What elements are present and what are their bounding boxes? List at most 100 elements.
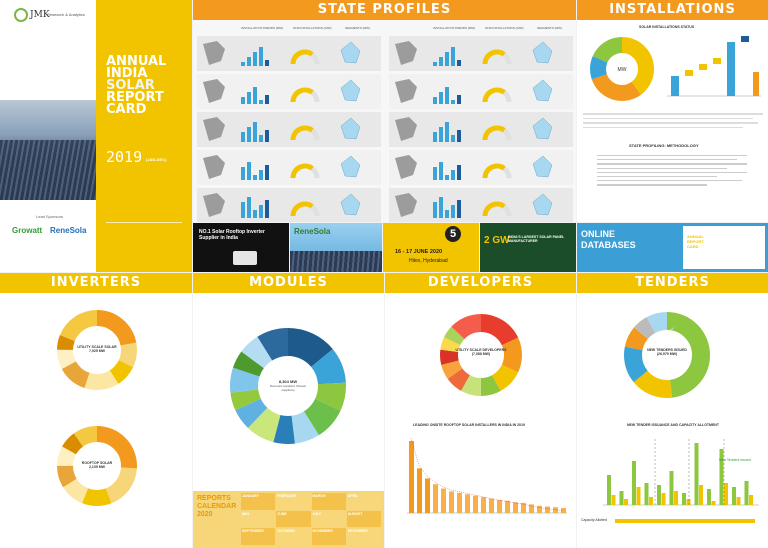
cover-year: 2019	[106, 148, 143, 166]
state-gauge-fill	[482, 201, 506, 217]
calendar-title: REPORTS CALENDAR 2020	[197, 495, 237, 518]
panel-ad-capacity: 2 GW	[484, 235, 510, 246]
dev-bar	[457, 492, 462, 513]
expo-number: 5	[445, 226, 461, 242]
state-gauge-fill	[482, 87, 506, 103]
state-trend-bar	[247, 57, 251, 66]
state-trend-bar	[445, 210, 449, 218]
state-trend-bar	[247, 92, 251, 104]
dev-bar	[537, 505, 542, 513]
title-line-2: INDIA	[106, 66, 148, 81]
methodology-body	[597, 152, 747, 189]
state-map-icon	[395, 193, 417, 217]
installations-chart-title: SOLAR INSTALLATIONS STATUS	[639, 25, 695, 29]
state-trend-bar	[445, 87, 449, 104]
state-gauge-fill	[482, 125, 506, 141]
modules-center-value: 8,304 MW	[278, 379, 298, 384]
inverters-utility-donut	[57, 310, 137, 390]
tenders-center-value: (26,979 MW)	[656, 352, 678, 356]
calendar-grid: JANUARY FEBRUARY MARCH APRIL MAY JUNE JULY AUGU…	[241, 493, 381, 545]
brand-logo-icon	[14, 8, 28, 22]
solar-field-image	[0, 100, 96, 200]
developers-donut	[440, 314, 522, 396]
cover-title: ANNUAL INDIA SOLAR REPORT CARD	[106, 55, 166, 117]
state-trend-bar	[457, 165, 461, 180]
installations-notes	[583, 110, 763, 131]
expo-venue: Hitex, Hyderabad	[409, 258, 448, 264]
state-gauge-fill	[290, 125, 314, 141]
dev-bar	[513, 502, 518, 513]
state-trend-bar	[451, 205, 455, 218]
state-trend-bar	[445, 175, 449, 180]
calendar-cell: NOVEMBER	[311, 528, 346, 545]
calendar-cell: MAY	[241, 510, 276, 528]
installations-banner: INSTALLATIONS	[577, 0, 768, 20]
state-trend-bar	[457, 60, 461, 66]
inverters-utility-value: 7,925 MW	[89, 349, 105, 353]
state-trend-bar	[241, 62, 245, 66]
state-col-header: INSTALLATION TRENDS (MW)	[433, 26, 475, 30]
ten-allotted-bar	[724, 483, 728, 505]
inverters-utility-slice-1	[57, 310, 137, 390]
state-profiles-grid: INSTALLATION TRENDS (MW) 2019 INSTALLATIO…	[197, 26, 573, 222]
reports-calendar: REPORTS CALENDAR 2020 JANUARY FEBRUARY MAR…	[193, 491, 384, 548]
ten-allotted-bar	[636, 487, 641, 505]
developers-center-label: UTILITY SCALE DEVELOPERS	[455, 348, 507, 352]
state-trend-bar	[265, 130, 269, 142]
ten-issued-bar	[657, 485, 661, 505]
cover-yellow: ANNUAL INDIA SOLAR REPORT CARD 2019 (JAN…	[96, 0, 192, 272]
calendar-cell: SEPTEMBER	[241, 528, 276, 545]
state-trend-bar	[445, 122, 449, 142]
calendar-cell: AUGUST	[346, 510, 381, 528]
expo-ad: 5 16 - 17 JUNE 2020 Hitex, Hyderabad	[383, 223, 479, 272]
tenders-bar-title: NEW TENDER ISSUANCE AND CAPACITY ALLOTME…	[627, 423, 719, 427]
modules-center: 8,304 MW Domestic suppliers (Shown suppl…	[263, 379, 313, 392]
state-map-icon	[203, 79, 225, 103]
dev-bar	[497, 500, 502, 513]
cover-panel: JMK Research & Analytics Lead Sponsors G…	[0, 0, 192, 272]
ten-issued-bar	[607, 475, 611, 505]
state-trend-bar	[433, 62, 437, 66]
modules-panel: MODULES 8,304 MW Domestic suppliers (Sho…	[193, 273, 384, 548]
ten-issued-bar	[732, 487, 736, 505]
tenders-allotted-bar	[615, 519, 755, 523]
ten-issued-bar	[644, 483, 649, 505]
dev-bar	[561, 507, 566, 513]
ten-allotted-bar	[686, 499, 691, 505]
inverters-rooftop-slice-4	[57, 426, 137, 506]
tenders-center: NEW TENDERS ISSUED (26,979 MW)	[639, 348, 695, 356]
state-map-icon	[395, 155, 417, 179]
calendar-cell: JUNE	[276, 510, 311, 528]
state-trend-bar	[241, 97, 245, 104]
developers-center-value: (7,088 MW)	[471, 352, 491, 356]
cover-period: (JAN-DEC)	[146, 157, 167, 162]
inverters-utility-slice-7	[57, 310, 137, 390]
modules-banner: MODULES	[193, 273, 384, 293]
ten-issued-bar	[707, 489, 711, 505]
developers-slice-10	[440, 314, 522, 396]
state-segment-radar	[340, 41, 361, 64]
state-col-header: 2019 INSTALLATIONS (MW)	[485, 26, 524, 30]
installations-panel: INSTALLATIONS SOLAR INSTALLATIONS STATUS…	[577, 0, 768, 222]
state-trend-bar	[259, 170, 263, 180]
ten-allotted-bar	[661, 493, 666, 505]
brand-full: Research & Analytics	[47, 12, 85, 17]
state-trend-bar	[265, 60, 269, 66]
sponsor-renesola: ReneSola	[50, 226, 87, 235]
state-segment-radar	[340, 193, 361, 216]
state-trend-bar	[253, 210, 257, 218]
state-segment-radar	[532, 117, 553, 140]
title-line-5: CARD	[106, 102, 147, 117]
modules-slice-2	[230, 328, 346, 444]
dev-bar	[449, 491, 454, 513]
tenders-center-label: NEW TENDERS ISSUED	[647, 348, 687, 352]
dev-bar	[553, 507, 558, 513]
state-trend-bar	[247, 197, 251, 218]
databases-online: ONLINE	[581, 229, 616, 239]
developers-slice-3	[440, 314, 522, 396]
tenders-donut	[624, 312, 710, 398]
tenders-slice-2	[624, 312, 710, 398]
developers-bar-chart	[407, 437, 567, 514]
state-trend-bar	[253, 52, 257, 66]
state-trend-bar	[265, 200, 269, 218]
